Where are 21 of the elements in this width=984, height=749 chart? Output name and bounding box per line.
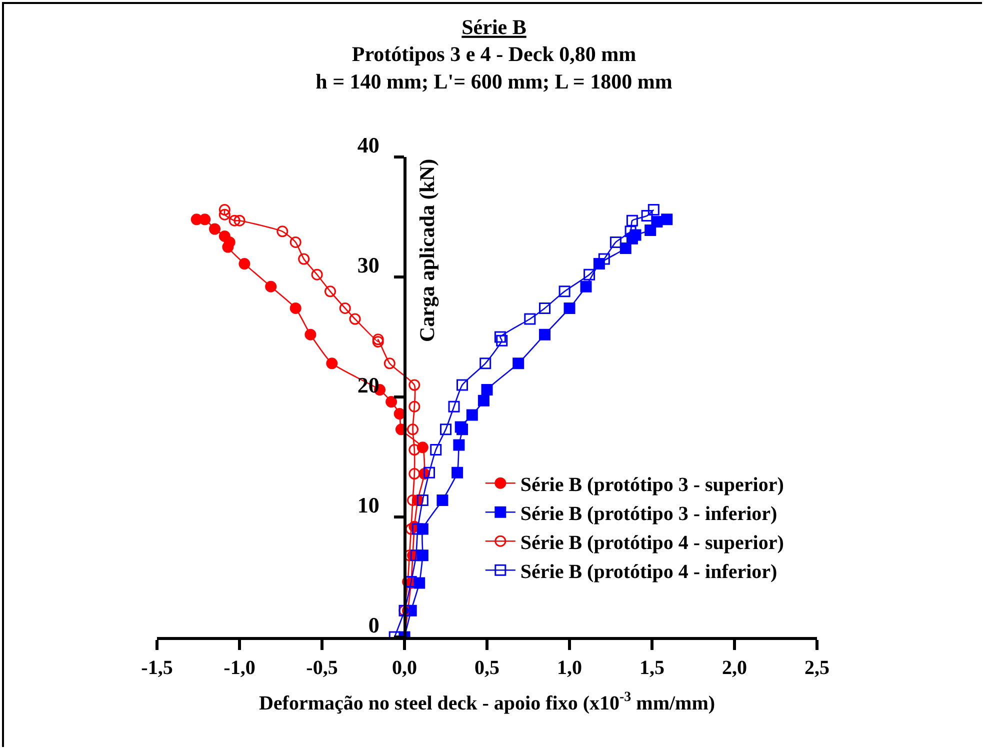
- x-tick-label: 2,0: [722, 656, 747, 679]
- y-tick-label: 0: [368, 612, 380, 638]
- y-tick-label: 10: [357, 492, 380, 518]
- y-axis-title: Carga aplicada (kN): [415, 158, 439, 342]
- x-tick-label: 0,5: [474, 656, 500, 679]
- x-tick-label: -0,5: [306, 656, 338, 679]
- chart-title: Série B: [462, 14, 526, 39]
- legend-label: Série B (protótipo 3 - inferior): [520, 502, 778, 525]
- y-tick-label: 40: [357, 132, 380, 158]
- chart-subtitle: Protótipos 3 e 4 - Deck 0,80 mm h = 140 mm; L'= 600 mm; L = 1800 mm: [316, 42, 673, 94]
- x-tick-label: 2,5: [804, 656, 830, 679]
- x-tick-label: -1,5: [141, 656, 173, 679]
- x-tick-label: 0,0: [392, 656, 417, 679]
- x-axis-title: Deformação no steel deck - apoio fixo (x10$^{-3}$ mm/mm): [258, 690, 716, 714]
- y-tick-label: 30: [357, 252, 380, 278]
- legend-label: Série B (protótipo 3 - superior): [520, 474, 784, 496]
- legend-label: Série B (protótipo 4 - superior): [520, 532, 784, 554]
- legend-label: Série B (protótipo 4 - inferior): [520, 560, 778, 583]
- x-tick-label: 1,5: [640, 656, 664, 679]
- x-tick-label: 1,0: [557, 656, 582, 679]
- x-tick-label: -1,0: [224, 656, 256, 679]
